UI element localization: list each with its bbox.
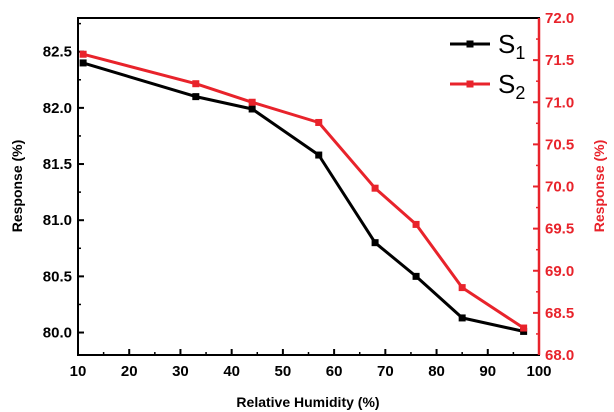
y-left-tick-label: 82.5 (43, 44, 72, 61)
y-right-tick-label: 70.0 (545, 179, 574, 196)
series-2-point (458, 284, 466, 292)
x-tick-label: 100 (526, 363, 551, 380)
y-left-tick-label: 80.0 (43, 325, 72, 342)
series-2-point (371, 184, 379, 192)
x-tick-label: 40 (223, 363, 240, 380)
series-layer (79, 50, 528, 335)
x-tick-label: 30 (172, 363, 189, 380)
series-1-point (458, 314, 466, 322)
y-right-tick-label: 69.5 (545, 221, 574, 238)
series-2-point (79, 50, 87, 58)
left-y-axis-title: Response (%) (9, 140, 25, 233)
x-tick-label: 80 (428, 363, 445, 380)
y-right-tick-label: 71.0 (545, 94, 574, 111)
y-right-tick-label: 68.0 (545, 347, 574, 364)
legend-label-1: S1 (498, 29, 525, 63)
series-2-point (248, 98, 256, 106)
series-1-point (371, 239, 379, 247)
y-left-tick-label: 82.0 (43, 100, 72, 117)
x-axis-title: Relative Humidity (%) (236, 394, 379, 410)
series-1-point (192, 93, 200, 101)
plot-frame (77, 17, 540, 356)
series-2-point (412, 220, 420, 228)
series-line-2 (82, 52, 525, 330)
x-tick-label: 50 (275, 363, 292, 380)
legend-marker-2 (466, 80, 474, 88)
series-1-point (248, 105, 256, 113)
series-2-point (192, 80, 200, 88)
series-2-point (315, 118, 323, 126)
y-right-tick-label: 70.5 (545, 136, 574, 153)
legend-label-2: S2 (498, 69, 525, 103)
right-y-axis-ticks: 68.0 68.5 69.0 69.5 70.0 70.5 71.0 71.5 72.0 (533, 10, 574, 364)
x-tick-label: 70 (377, 363, 394, 380)
y-right-tick-label: 68.5 (545, 305, 574, 322)
series-1-point (412, 272, 420, 280)
x-axis-ticks: 10 20 30 40 50 60 70 80 90 100 (70, 349, 552, 380)
y-left-tick-label: 81.5 (43, 156, 72, 173)
y-left-tick-label: 80.5 (43, 268, 72, 285)
x-tick-label: 10 (70, 363, 87, 380)
x-tick-label: 20 (121, 363, 138, 380)
x-tick-label: 90 (479, 363, 496, 380)
y-right-tick-label: 71.5 (545, 52, 574, 69)
y-right-tick-label: 69.0 (545, 263, 574, 280)
series-1-point (79, 59, 87, 67)
series-1-point (315, 151, 323, 159)
series-line-1 (82, 61, 524, 333)
legend-marker-1 (466, 40, 474, 48)
x-tick-label: 60 (326, 363, 343, 380)
series-2-point (520, 324, 528, 332)
y-left-tick-label: 81.0 (43, 212, 72, 229)
y-right-tick-label: 72.0 (545, 10, 574, 27)
right-y-axis-title: Response (%) (591, 140, 607, 233)
